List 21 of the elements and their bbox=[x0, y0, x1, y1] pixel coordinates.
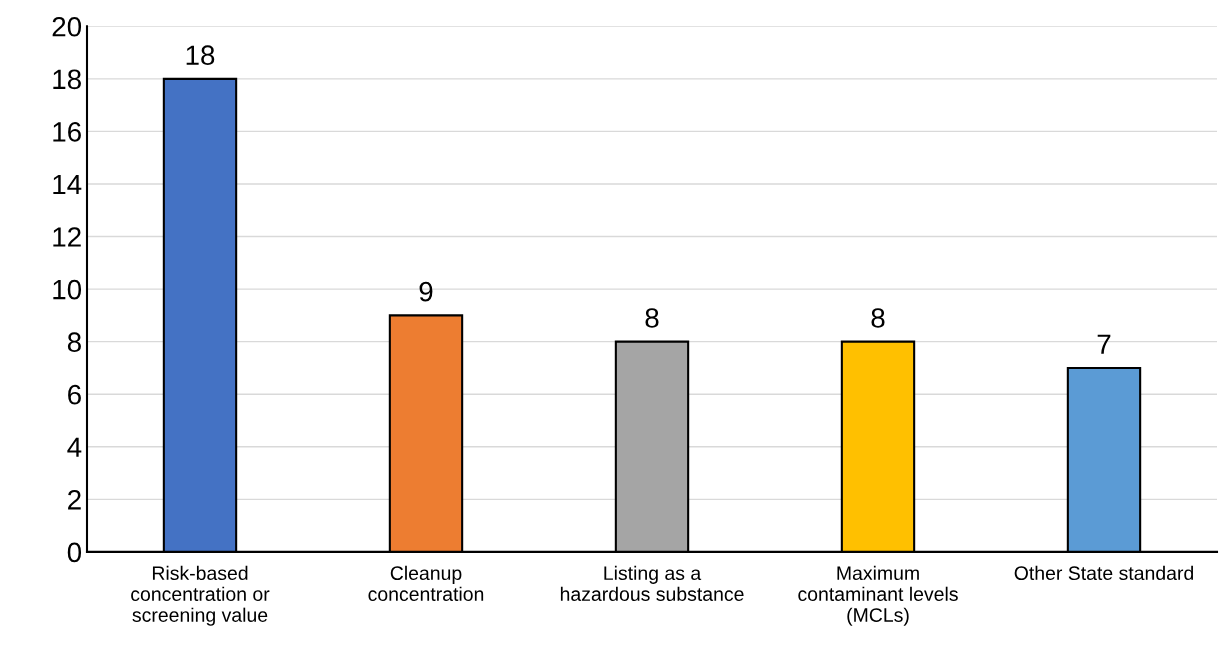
y-tick-label: 16 bbox=[53, 122, 81, 142]
y-tick-label: 8 bbox=[67, 332, 81, 352]
x-tick-label: Maximum contaminant levels (MCLs) bbox=[798, 565, 958, 626]
y-tick-label: 12 bbox=[53, 227, 81, 247]
x-tick-label: Risk-based concentration or screening value bbox=[131, 565, 270, 626]
y-tick-label: 0 bbox=[67, 542, 82, 563]
y-tick-label: 6 bbox=[68, 384, 81, 405]
data-label: 7 bbox=[1097, 334, 1111, 354]
y-tick-label: 4 bbox=[67, 437, 82, 457]
x-tick-label: Listing as a hazardous substance bbox=[560, 565, 744, 601]
y-tick-label: 20 bbox=[52, 16, 82, 37]
data-label: 9 bbox=[419, 281, 433, 302]
x-tick-label: Other State standard bbox=[1014, 565, 1194, 581]
x-tick-label: Cleanup concentration bbox=[368, 565, 484, 601]
y-tick-label: 18 bbox=[53, 69, 81, 90]
y-tick-label: 14 bbox=[53, 174, 82, 195]
data-label: 8 bbox=[871, 308, 885, 328]
y-tick-label: 2 bbox=[68, 489, 81, 510]
data-label: 8 bbox=[645, 308, 659, 328]
data-label: 18 bbox=[186, 45, 215, 66]
y-tick-label: 10 bbox=[53, 279, 82, 300]
